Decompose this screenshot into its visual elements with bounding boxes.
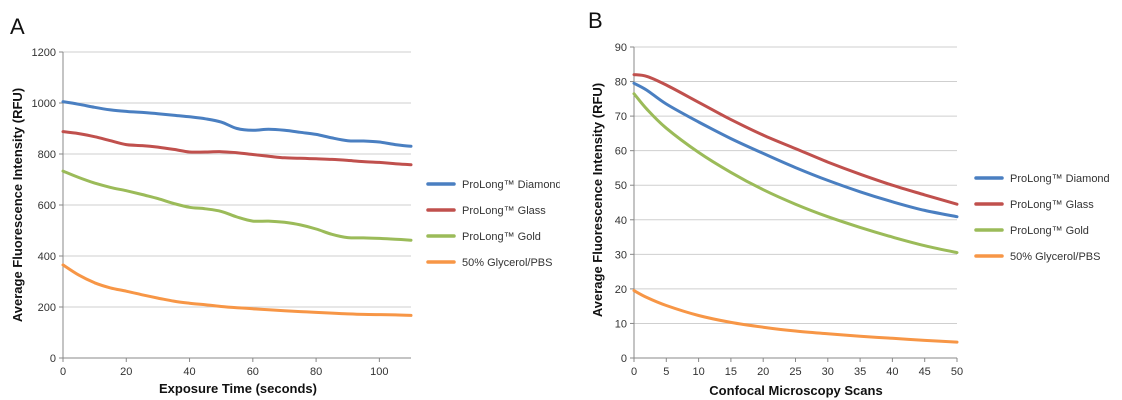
legend: ProLong™ Diamond ProLong™ Glass ProLong™ G… bbox=[974, 173, 1110, 263]
x-tick-label: 15 bbox=[725, 366, 737, 378]
y-tick-label: 60 bbox=[615, 146, 627, 158]
series-line-0 bbox=[632, 81, 959, 219]
legend-item: ProLong™ Glass bbox=[974, 199, 1094, 211]
x-tick-label: 80 bbox=[310, 366, 322, 378]
legend-label: ProLong™ Gold bbox=[462, 231, 541, 243]
y-tick-label: 10 bbox=[615, 318, 627, 330]
legend-item: 50% Glycerol/PBS bbox=[426, 257, 552, 269]
grid-layer bbox=[634, 46, 957, 324]
y-tick-label: 1200 bbox=[32, 47, 56, 59]
y-tick-label: 200 bbox=[38, 302, 56, 314]
grid-layer bbox=[63, 51, 411, 308]
panel-label: B bbox=[588, 8, 603, 33]
legend-item: ProLong™ Gold bbox=[974, 225, 1089, 237]
y-tick-label: 50 bbox=[615, 180, 627, 192]
y-tick-label: 70 bbox=[615, 111, 627, 123]
x-tick-label: 40 bbox=[183, 366, 195, 378]
series-line-2 bbox=[632, 92, 959, 255]
series-line-1 bbox=[632, 73, 959, 206]
y-tick-label: 800 bbox=[38, 149, 56, 161]
y-tick-label: 80 bbox=[615, 77, 627, 89]
series-line-3 bbox=[61, 263, 413, 317]
y-tick-label: 400 bbox=[38, 251, 56, 263]
axis-layer: 0 10 20 30 40 50 60 70 80 90 0 5 10 15 20 25 30 35 40 45 50 bbox=[615, 42, 963, 378]
series-line-0 bbox=[61, 100, 413, 148]
y-tick-label: 90 bbox=[615, 42, 627, 54]
y-tick-label: 40 bbox=[615, 215, 627, 227]
series-line-1 bbox=[61, 130, 413, 167]
legend-item: ProLong™ Glass bbox=[426, 205, 546, 217]
series-layer bbox=[61, 100, 413, 317]
panel-label: A bbox=[10, 14, 25, 39]
x-tick-label: 30 bbox=[822, 366, 834, 378]
x-tick-label: 0 bbox=[60, 366, 66, 378]
legend-item: 50% Glycerol/PBS bbox=[974, 251, 1100, 263]
x-tick-label: 35 bbox=[854, 366, 866, 378]
y-tick-label: 30 bbox=[615, 249, 627, 261]
legend-label: ProLong™ Glass bbox=[1010, 199, 1094, 211]
x-tick-label: 100 bbox=[370, 366, 388, 378]
x-tick-label: 20 bbox=[757, 366, 769, 378]
y-axis-title: Average Fluorescence Intensity (RFU) bbox=[10, 88, 25, 322]
legend-label: 50% Glycerol/PBS bbox=[1010, 251, 1100, 263]
x-axis-title: Confocal Microscopy Scans bbox=[709, 383, 882, 398]
x-tick-label: 45 bbox=[919, 366, 931, 378]
legend-item: ProLong™ Diamond bbox=[974, 173, 1110, 185]
y-tick-label: 600 bbox=[38, 200, 56, 212]
x-tick-label: 50 bbox=[951, 366, 963, 378]
legend: ProLong™ Diamond ProLong™ Glass ProLong™ G… bbox=[426, 179, 560, 269]
series-line-2 bbox=[61, 169, 413, 242]
y-tick-label: 0 bbox=[50, 353, 56, 365]
y-tick-label: 20 bbox=[615, 284, 627, 296]
legend-label: ProLong™ Gold bbox=[1010, 225, 1089, 237]
y-tick-label: 1000 bbox=[32, 98, 56, 110]
legend-label: ProLong™ Glass bbox=[462, 205, 546, 217]
series-layer bbox=[632, 73, 959, 344]
x-tick-label: 60 bbox=[247, 366, 259, 378]
x-tick-label: 5 bbox=[663, 366, 669, 378]
x-tick-label: 10 bbox=[692, 366, 704, 378]
legend-label: ProLong™ Diamond bbox=[462, 179, 560, 191]
x-tick-label: 20 bbox=[120, 366, 132, 378]
x-tick-label: 0 bbox=[631, 366, 637, 378]
x-tick-label: 25 bbox=[789, 366, 801, 378]
axis-layer: 0 200 400 600 800 1000 1200 0 20 40 60 80 100 bbox=[32, 47, 411, 378]
y-tick-label: 0 bbox=[621, 353, 627, 365]
y-axis-title: Average Fluorescence Intensity (RFU) bbox=[590, 83, 605, 317]
legend-item: ProLong™ Diamond bbox=[426, 179, 560, 191]
legend-item: ProLong™ Gold bbox=[426, 231, 541, 243]
x-axis-title: Exposure Time (seconds) bbox=[159, 381, 317, 396]
legend-label: ProLong™ Diamond bbox=[1010, 173, 1110, 185]
legend-label: 50% Glycerol/PBS bbox=[462, 257, 552, 269]
chart-panel-b: B 0 10 20 30 40 50 60 70 80 90 0 5 10 15 20 25 30 35 40 45 5… bbox=[588, 8, 1110, 398]
chart-panel-a: A 0 200 400 600 800 1000 1200 0 20 40 60 80 100 ProL… bbox=[10, 14, 560, 396]
x-tick-label: 40 bbox=[886, 366, 898, 378]
series-line-3 bbox=[632, 289, 959, 344]
